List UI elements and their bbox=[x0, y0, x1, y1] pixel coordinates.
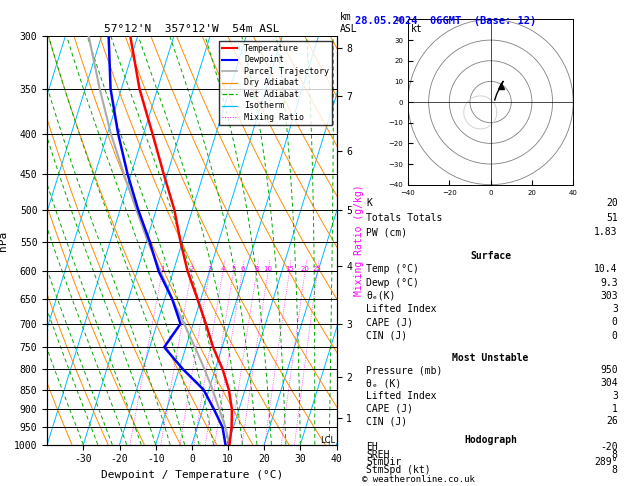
Text: CAPE (J): CAPE (J) bbox=[366, 403, 413, 414]
Text: 8: 8 bbox=[612, 465, 618, 475]
Text: 10: 10 bbox=[264, 266, 272, 272]
Text: Mixing Ratio (g/kg): Mixing Ratio (g/kg) bbox=[353, 185, 364, 296]
Text: 3: 3 bbox=[612, 391, 618, 401]
Text: 20: 20 bbox=[301, 266, 309, 272]
Text: 950: 950 bbox=[600, 365, 618, 375]
Text: 0: 0 bbox=[612, 330, 618, 341]
Text: 1: 1 bbox=[612, 403, 618, 414]
Text: 304: 304 bbox=[600, 378, 618, 388]
Title: 57°12'N  357°12'W  54m ASL: 57°12'N 357°12'W 54m ASL bbox=[104, 24, 280, 35]
Text: 289°: 289° bbox=[594, 457, 618, 467]
Text: LCL: LCL bbox=[320, 436, 335, 445]
Text: 9.3: 9.3 bbox=[600, 278, 618, 288]
Text: 15: 15 bbox=[285, 266, 294, 272]
Text: 10.4: 10.4 bbox=[594, 264, 618, 274]
X-axis label: Dewpoint / Temperature (°C): Dewpoint / Temperature (°C) bbox=[101, 470, 283, 480]
Text: StmDir: StmDir bbox=[366, 457, 401, 467]
Legend: Temperature, Dewpoint, Parcel Trajectory, Dry Adiabat, Wet Adiabat, Isotherm, Mi: Temperature, Dewpoint, Parcel Trajectory… bbox=[219, 41, 332, 125]
Text: 8: 8 bbox=[254, 266, 259, 272]
Text: Hodograph: Hodograph bbox=[464, 434, 517, 445]
Text: 303: 303 bbox=[600, 291, 618, 301]
Text: 3: 3 bbox=[612, 304, 618, 314]
Text: 25: 25 bbox=[313, 266, 321, 272]
Text: Dewp (°C): Dewp (°C) bbox=[366, 278, 419, 288]
Text: 6: 6 bbox=[240, 266, 245, 272]
Text: kt: kt bbox=[411, 24, 423, 35]
Text: Lifted Index: Lifted Index bbox=[366, 391, 437, 401]
Text: CIN (J): CIN (J) bbox=[366, 330, 408, 341]
Text: © weatheronline.co.uk: © weatheronline.co.uk bbox=[362, 475, 474, 484]
Text: Most Unstable: Most Unstable bbox=[452, 353, 529, 363]
Text: Pressure (mb): Pressure (mb) bbox=[366, 365, 443, 375]
Text: 5: 5 bbox=[231, 266, 236, 272]
Text: EH: EH bbox=[366, 442, 378, 452]
Text: 0: 0 bbox=[612, 317, 618, 328]
Text: SREH: SREH bbox=[366, 450, 390, 460]
Text: Lifted Index: Lifted Index bbox=[366, 304, 437, 314]
Text: 51: 51 bbox=[606, 213, 618, 223]
Text: 1: 1 bbox=[160, 266, 164, 272]
Text: 1.83: 1.83 bbox=[594, 227, 618, 238]
Text: 2: 2 bbox=[189, 266, 194, 272]
Text: 28.05.2024  06GMT  (Base: 12): 28.05.2024 06GMT (Base: 12) bbox=[355, 16, 537, 26]
Text: Temp (°C): Temp (°C) bbox=[366, 264, 419, 274]
Text: StmSpd (kt): StmSpd (kt) bbox=[366, 465, 431, 475]
Text: K: K bbox=[366, 198, 372, 208]
Text: Totals Totals: Totals Totals bbox=[366, 213, 443, 223]
Text: 4: 4 bbox=[221, 266, 225, 272]
Text: θₑ (K): θₑ (K) bbox=[366, 378, 401, 388]
Text: km
ASL: km ASL bbox=[340, 13, 357, 34]
Text: CAPE (J): CAPE (J) bbox=[366, 317, 413, 328]
Text: θₑ(K): θₑ(K) bbox=[366, 291, 396, 301]
Text: 26: 26 bbox=[606, 416, 618, 426]
Text: 3: 3 bbox=[207, 266, 212, 272]
Text: -20: -20 bbox=[600, 442, 618, 452]
Text: 20: 20 bbox=[606, 198, 618, 208]
Text: PW (cm): PW (cm) bbox=[366, 227, 408, 238]
Text: Surface: Surface bbox=[470, 251, 511, 261]
Text: 8: 8 bbox=[612, 450, 618, 460]
Text: CIN (J): CIN (J) bbox=[366, 416, 408, 426]
Y-axis label: hPa: hPa bbox=[0, 230, 8, 251]
